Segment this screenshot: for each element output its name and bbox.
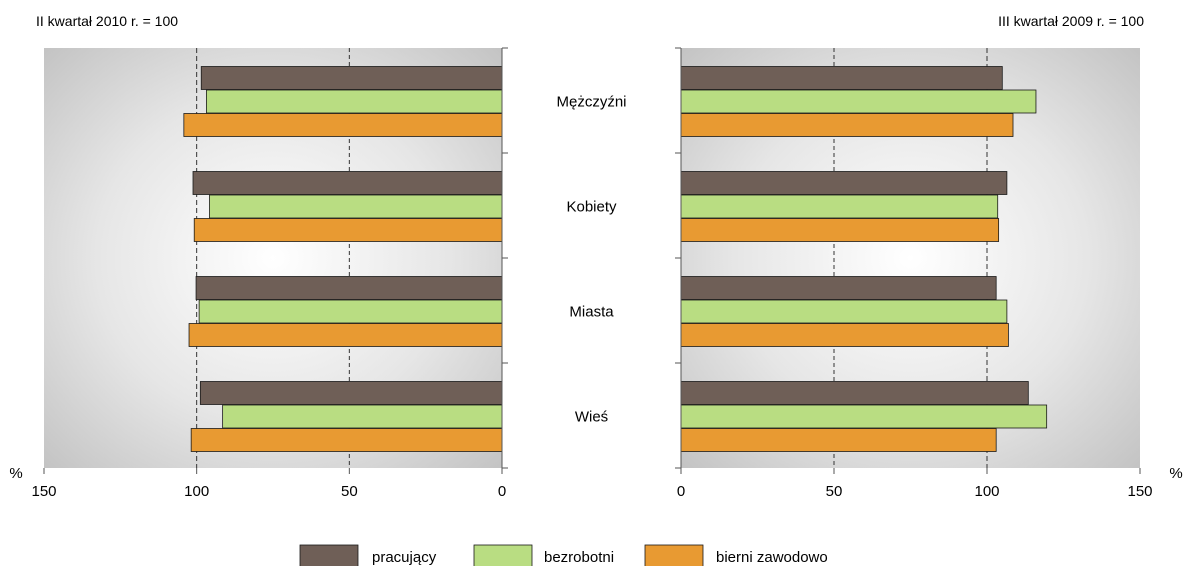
x-tick-label-left-50: 50 <box>341 483 358 500</box>
bar-right-3-0 <box>680 381 1029 405</box>
legend-item-1: bezrobotni <box>473 544 614 566</box>
category-label-3: Wieś <box>575 409 608 426</box>
bar-left-2-2 <box>188 323 503 347</box>
bar-right-2-1 <box>680 299 1008 324</box>
legend-swatch-2 <box>644 544 704 566</box>
category-label-2: Miasta <box>569 304 614 321</box>
panel-left: 150 100 50 0% II kwartał 2010 r. = 100 <box>9 13 508 500</box>
bar-right-1-2 <box>680 218 1000 242</box>
legend-swatch-0 <box>299 544 359 566</box>
category-label-0: Mężczyźni <box>556 94 626 111</box>
bar-left-3-0 <box>199 381 503 405</box>
bar-left-2-0 <box>195 276 503 300</box>
legend-label-2: bierni zawodowo <box>716 549 828 566</box>
bar-right-0-2 <box>680 113 1014 137</box>
bar-right-3-2 <box>680 428 997 452</box>
bar-right-0-0 <box>680 66 1003 90</box>
legend-item-2: bierni zawodowo <box>644 544 828 566</box>
category-label-1: Kobiety <box>566 199 617 216</box>
bar-left-1-0 <box>192 171 503 195</box>
bar-left-0-0 <box>200 66 503 90</box>
base-note-right: III kwartał 2009 r. = 100 <box>998 13 1144 29</box>
bar-left-0-1 <box>206 89 503 114</box>
x-tick-label-right-150: 150 <box>1127 483 1152 500</box>
bar-left-3-1 <box>222 404 503 429</box>
bar-left-1-2 <box>193 218 503 242</box>
axis-unit-left: % <box>9 465 22 482</box>
bar-right-2-0 <box>680 276 997 300</box>
panel-right: 0 50 100 150% III kwartał 2009 r. = 100 <box>675 13 1183 500</box>
bar-right-0-1 <box>680 89 1037 114</box>
bar-right-2-2 <box>680 323 1009 347</box>
legend-label-1: bezrobotni <box>544 549 614 566</box>
x-tick-label-left-0: 0 <box>498 483 506 500</box>
bar-left-0-2 <box>183 113 503 137</box>
x-tick-label-right-100: 100 <box>974 483 999 500</box>
bar-right-1-1 <box>680 194 999 219</box>
x-tick-label-left-150: 150 <box>31 483 56 500</box>
bar-right-1-0 <box>680 171 1008 195</box>
x-tick-label-right-0: 0 <box>677 483 685 500</box>
bar-left-3-2 <box>190 428 503 452</box>
legend-item-0: pracujący <box>299 544 437 566</box>
bar-left-2-1 <box>198 299 503 324</box>
bar-right-3-1 <box>680 404 1048 429</box>
base-note-left: II kwartał 2010 r. = 100 <box>36 13 178 29</box>
legend-swatch-1 <box>473 544 533 566</box>
bar-left-1-1 <box>209 194 503 219</box>
x-tick-label-left-100: 100 <box>184 483 209 500</box>
axis-unit-right: % <box>1169 465 1182 482</box>
legend-label-0: pracujący <box>372 549 437 566</box>
x-tick-label-right-50: 50 <box>826 483 843 500</box>
